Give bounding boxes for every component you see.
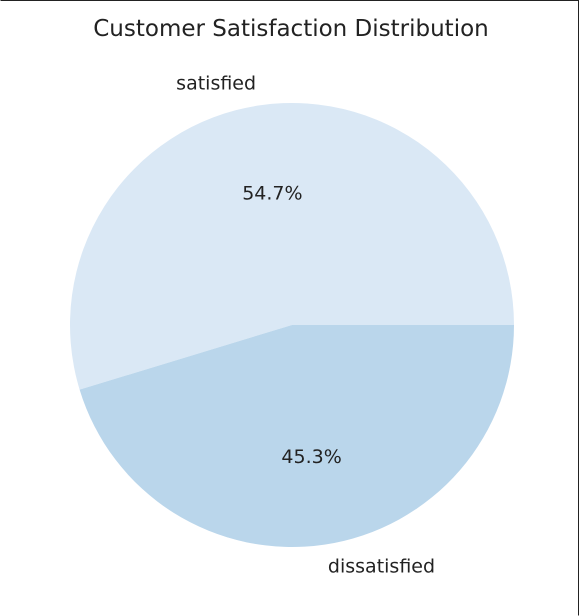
chart-title: Customer Satisfaction Distribution	[93, 16, 489, 42]
pie-slice-dissatisfied	[79, 325, 515, 547]
pie-labels: satisfied 54.7% dissatisfied 45.3%	[176, 72, 435, 577]
slice-label-satisfied: satisfied	[176, 72, 256, 94]
slice-label-dissatisfied: dissatisfied	[328, 556, 435, 578]
slice-percent-satisfied: 54.7%	[242, 182, 302, 204]
slice-percent-dissatisfied: 45.3%	[281, 446, 341, 468]
pie-slices	[70, 102, 515, 547]
pie-slice-satisfied	[70, 102, 514, 390]
